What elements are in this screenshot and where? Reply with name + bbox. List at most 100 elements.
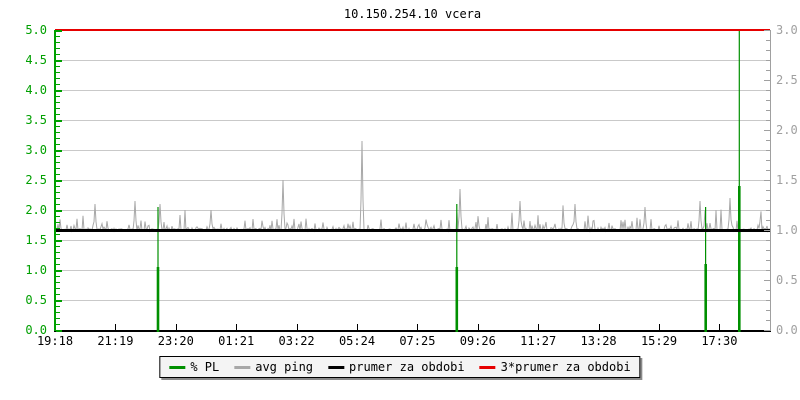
- y-axis-left-tick: [56, 120, 62, 122]
- legend-item-pl: % PL: [169, 360, 219, 374]
- y-axis-right-tick: [764, 180, 770, 181]
- y-axis-left-tick: [56, 66, 60, 67]
- legend-label-pl: % PL: [190, 360, 220, 374]
- y-axis-left-tick: [56, 318, 60, 319]
- legend: % PL avg ping prumer za obdobi 3*prumer …: [159, 356, 641, 378]
- y-axis-left-tick: [56, 84, 60, 85]
- legend-item-3x-period-avg: 3*prumer za obdobi: [479, 360, 631, 374]
- y-axis-right-tick: [766, 200, 770, 201]
- y-axis-right-tick: [766, 250, 770, 251]
- y-axis-left-tick: [56, 300, 62, 302]
- y-axis-left-tick: [56, 102, 60, 103]
- x-axis-tick: [296, 324, 298, 330]
- y-axis-left-tick: [56, 162, 60, 163]
- legend-label-avg-ping: avg ping: [255, 360, 314, 374]
- y-axis-left-tick: [56, 246, 60, 247]
- x-axis-tick: [357, 324, 358, 330]
- x-axis-label: 19:18: [36, 334, 74, 348]
- y-axis-left-tick: [56, 156, 60, 157]
- y-axis-right-tick: [766, 320, 770, 321]
- period-avg-color-swatch: [328, 365, 345, 369]
- y-axis-left-label: 0.0: [25, 323, 47, 337]
- y-axis-right-label: 1.5: [776, 173, 798, 187]
- avg-ping-line: [54, 140, 771, 233]
- packet-loss-spike: [156, 267, 160, 332]
- packet-loss-spike-max: [738, 30, 740, 331]
- x-axis-tick: [236, 324, 238, 330]
- y-axis-right-tick: [766, 70, 770, 71]
- x-axis-label: 21:19: [97, 334, 134, 348]
- gridline: [55, 240, 770, 241]
- y-axis-left-tick: [56, 312, 60, 313]
- y-axis-right-tick: [764, 130, 770, 131]
- y-axis-left-tick: [56, 192, 60, 193]
- y-axis-left-label: 0.5: [25, 293, 47, 307]
- y-axis-right-line: [770, 30, 771, 331]
- packet-loss-spike: [704, 264, 707, 332]
- y-axis-left-label: 5.0: [25, 23, 47, 37]
- gridline: [55, 270, 770, 271]
- avg-ping-color-swatch: [234, 365, 251, 369]
- y-axis-left-tick: [56, 90, 62, 92]
- y-axis-left-tick: [56, 150, 62, 152]
- y-axis-right-tick: [766, 260, 770, 261]
- y-axis-right-tick: [766, 310, 770, 311]
- gridline: [55, 120, 770, 121]
- y-axis-left-tick: [56, 258, 60, 259]
- y-axis-left-tick: [56, 60, 62, 62]
- threshold-line-3x-average: [55, 29, 770, 31]
- y-axis-right-tick: [764, 330, 770, 331]
- y-axis-left-tick: [56, 252, 60, 253]
- x-axis-label: 15:29: [640, 334, 678, 348]
- x-axis-label: 23:20: [157, 334, 194, 348]
- legend-item-avg-ping: avg ping: [234, 360, 313, 374]
- y-axis-right-tick: [766, 40, 770, 41]
- y-axis-right-tick: [766, 240, 770, 241]
- y-axis-right-tick: [766, 120, 770, 121]
- y-axis-right-tick: [766, 150, 770, 151]
- y-axis-right-tick: [766, 210, 770, 211]
- x-axis-tick: [477, 324, 479, 330]
- y-axis-left-tick: [56, 228, 60, 229]
- y-axis-right-tick: [766, 60, 770, 61]
- y-axis-right-label: 0.5: [776, 273, 798, 287]
- x-axis-tick: [719, 324, 721, 330]
- y-axis-left-tick: [56, 210, 62, 212]
- x-axis-label: 03:22: [278, 334, 315, 348]
- y-axis-right-label: 0.0: [776, 323, 798, 337]
- period-average-line: [55, 228, 770, 232]
- x-axis-tick: [538, 324, 540, 330]
- y-axis-right-label: 2.5: [776, 73, 798, 87]
- x-axis-tick: [175, 324, 177, 330]
- y-axis-right-tick: [766, 220, 770, 221]
- y-axis-left-tick: [56, 108, 60, 109]
- y-axis-left-tick: [56, 186, 60, 187]
- y-axis-left-label: 4.0: [25, 83, 47, 97]
- y-axis-right-label: 3.0: [776, 23, 798, 37]
- gridline: [55, 180, 770, 181]
- pl-color-swatch: [169, 365, 186, 369]
- y-axis-left-tick: [56, 54, 60, 55]
- y-axis-left-tick: [56, 324, 60, 325]
- y-axis-right-tick: [764, 30, 770, 31]
- y-axis-left-tick: [56, 174, 60, 175]
- y-axis-left-label: 1.5: [25, 233, 47, 247]
- series-plot: [54, 30, 771, 332]
- y-axis-left-tick: [56, 48, 60, 49]
- y-axis-left-tick: [56, 288, 60, 289]
- y-axis-left-tick: [56, 30, 62, 32]
- x-axis-tick: [417, 324, 419, 330]
- chart-title: 10.150.254.10 vcera: [343, 7, 482, 21]
- y-axis-left-tick: [56, 294, 60, 295]
- x-axis-label: 07:25: [399, 334, 436, 348]
- y-axis-left-tick: [56, 264, 60, 265]
- y-axis-right-tick: [766, 50, 770, 51]
- threex-period-avg-color-swatch: [479, 365, 496, 369]
- y-axis-left-tick: [56, 144, 60, 145]
- y-axis-left-label: 3.5: [25, 113, 47, 127]
- packet-loss-spike: [738, 186, 741, 332]
- y-axis-right-tick: [766, 90, 770, 91]
- y-axis-left-label: 2.0: [25, 203, 47, 217]
- y-axis-left-tick: [56, 96, 60, 97]
